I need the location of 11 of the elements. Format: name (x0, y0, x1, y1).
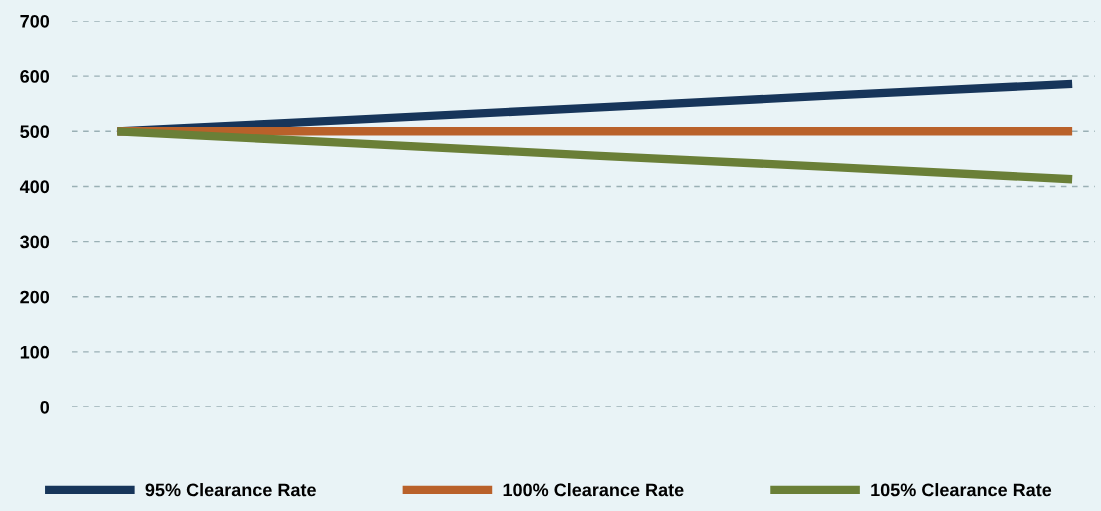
y-tick-label: 500 (20, 125, 50, 139)
y-tick-label: 700 (20, 14, 50, 28)
legend-label: 105% Clearance Rate (871, 483, 1052, 497)
y-tick-label: 300 (20, 235, 50, 249)
legend-label: 100% Clearance Rate (503, 483, 684, 497)
y-tick-label: 200 (20, 290, 50, 304)
y-tick-label: 100 (20, 345, 50, 359)
legend-label: 95% Clearance Rate (145, 483, 316, 497)
y-tick-label: 400 (19, 180, 50, 194)
y-tick-label: 0 (40, 400, 50, 414)
y-tick-label: 600 (20, 70, 50, 83)
